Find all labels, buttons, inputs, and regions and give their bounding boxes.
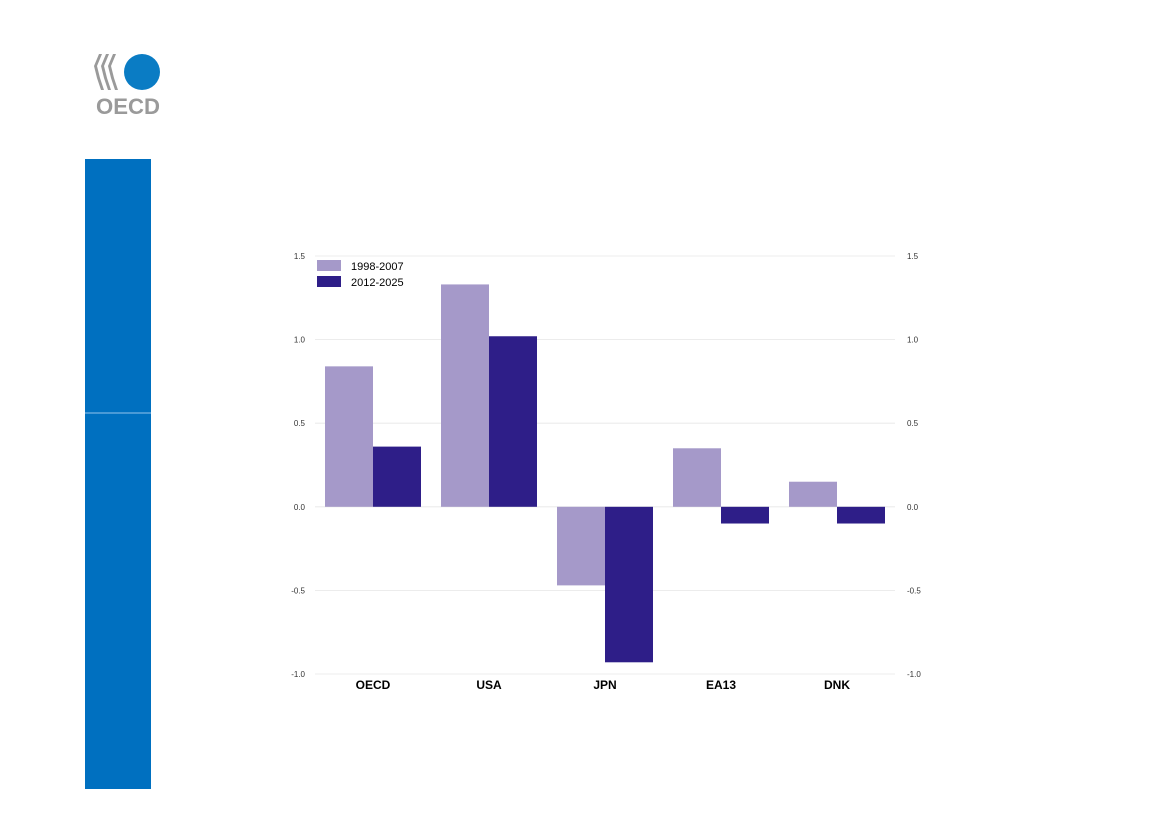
bar-oecd-series-2 bbox=[373, 446, 421, 507]
oecd-logo: OECD bbox=[92, 48, 164, 119]
y-tick-label-left: 0.0 bbox=[294, 503, 306, 512]
x-category-label: DNK bbox=[824, 678, 850, 692]
bar-chart: 1.5 1.5 1.0 1.0 0.5 0.5 0.0 0.0 -0.5 -0.5 -1.0 -1.0… bbox=[291, 252, 921, 692]
sidebar-divider bbox=[85, 412, 151, 414]
bar-usa-series-1 bbox=[441, 284, 489, 507]
bar-usa-series-2 bbox=[489, 336, 537, 507]
y-tick-label-left: 0.5 bbox=[294, 419, 306, 428]
y-tick-label-left: 1.5 bbox=[294, 252, 306, 261]
bar-jpn-series-2 bbox=[605, 506, 653, 663]
y-tick-label-left: -0.5 bbox=[291, 586, 305, 595]
y-tick-label-right: 1.5 bbox=[907, 252, 919, 261]
legend-swatch-1 bbox=[317, 260, 341, 271]
x-category-label: OECD bbox=[356, 678, 391, 692]
y-tick-label-right: 0.5 bbox=[907, 419, 919, 428]
bar-dnk-series-2 bbox=[837, 506, 885, 524]
sidebar-panel-top bbox=[85, 159, 151, 412]
x-category-label: JPN bbox=[593, 678, 616, 692]
bar-oecd-series-1 bbox=[325, 366, 373, 507]
y-tick-label-right: 0.0 bbox=[907, 503, 919, 512]
legend-label-1: 1998-2007 bbox=[351, 261, 404, 273]
x-category-label: EA13 bbox=[706, 678, 736, 692]
x-category-label: USA bbox=[476, 678, 502, 692]
legend-label-2: 2012-2025 bbox=[351, 277, 404, 289]
y-tick-label-left: -1.0 bbox=[291, 670, 305, 679]
legend-swatch-2 bbox=[317, 276, 341, 287]
y-tick-label-right: 1.0 bbox=[907, 336, 919, 345]
sidebar-panel-bottom bbox=[85, 414, 151, 789]
y-tick-label-left: 1.0 bbox=[294, 336, 306, 345]
bar-jpn-series-1 bbox=[557, 506, 605, 586]
logo-text: OECD bbox=[96, 94, 160, 116]
bar-dnk-series-1 bbox=[789, 481, 837, 507]
y-tick-label-right: -0.5 bbox=[907, 586, 921, 595]
bar-ea13-series-2 bbox=[721, 506, 769, 524]
bar-ea13-series-1 bbox=[673, 448, 721, 507]
y-tick-label-right: -1.0 bbox=[907, 670, 921, 679]
